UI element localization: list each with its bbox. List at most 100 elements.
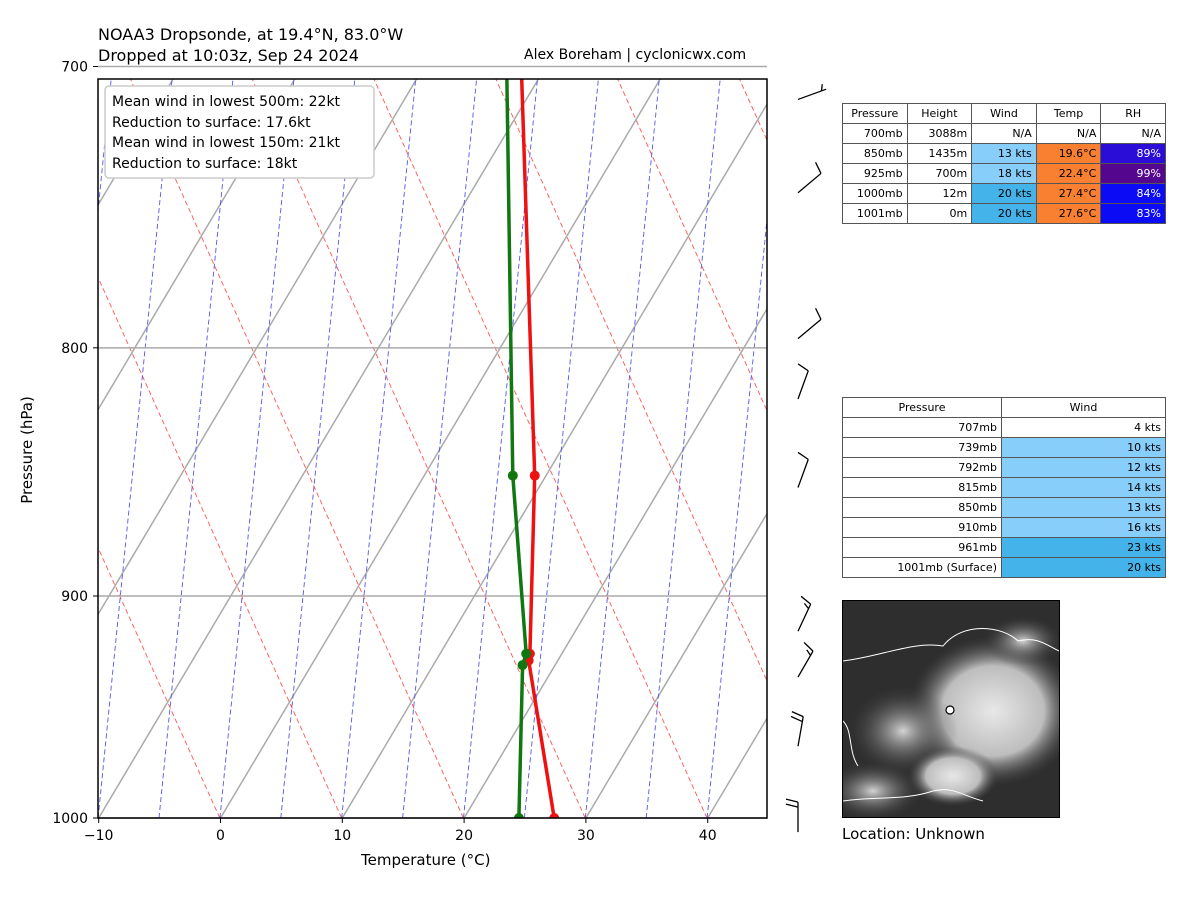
y-tick-label: 900 xyxy=(61,589,88,605)
header-wind: Wind xyxy=(971,103,1037,124)
cell-rh: 99% xyxy=(1100,163,1166,184)
wind-barb xyxy=(797,307,822,340)
wind-row: 910mb 16 kts xyxy=(842,517,1166,538)
wind-row: 739mb 10 kts xyxy=(842,437,1166,458)
dry-adiabat-line xyxy=(129,79,464,818)
cell-wind: 16 kts xyxy=(1001,517,1166,538)
y-axis-label: Pressure (hPa) xyxy=(18,396,36,504)
isotherm-line xyxy=(219,79,662,818)
cell-wind: 4 kts xyxy=(1001,417,1166,438)
header-rh: RH xyxy=(1100,103,1166,124)
mixing-ratio-line xyxy=(645,79,721,818)
cell-height: 3088m xyxy=(906,123,973,144)
cell-height: 12m xyxy=(906,183,973,204)
wind-barb xyxy=(797,451,809,488)
dewpoint-point xyxy=(517,660,528,671)
plot-frame xyxy=(97,78,768,819)
x-tick-label: 0 xyxy=(216,828,225,844)
cell-wind: 14 kts xyxy=(1001,477,1166,498)
dry-adiabat-line xyxy=(495,79,767,682)
cell-pressure: 850mb xyxy=(842,143,908,164)
cell-pressure: 1001mb (Surface) xyxy=(842,557,1002,578)
y-tick-label: 1000 xyxy=(52,811,88,827)
mixing-ratio-line xyxy=(402,79,478,818)
cell-pressure: 815mb xyxy=(842,477,1002,498)
mixing-ratio-line xyxy=(584,79,660,818)
mixing-ratio-line xyxy=(98,79,112,216)
cell-height: 700m xyxy=(906,163,973,184)
cell-pressure: 739mb xyxy=(842,437,1002,458)
cell-wind: N/A xyxy=(971,123,1037,144)
dry-adiabat-line xyxy=(98,276,343,818)
mixing-ratio-line xyxy=(706,215,767,818)
level-table: Pressure Height Wind Temp RH 700mb 3088m N… xyxy=(842,103,1166,224)
cell-wind: 20 kts xyxy=(971,203,1037,224)
cell-temp: 22.4°C xyxy=(1035,163,1102,184)
x-tick-label: −10 xyxy=(84,828,114,844)
legend-line-1: Mean wind in lowest 500m: 22kt xyxy=(112,94,341,110)
satellite-image xyxy=(842,600,1060,818)
wind-barb xyxy=(797,595,812,632)
cell-height: 1435m xyxy=(906,143,973,164)
x-tick-label: 10 xyxy=(333,828,351,844)
wind-barb xyxy=(797,84,827,101)
wind-barb xyxy=(785,798,799,833)
y-tick-label: 700 xyxy=(61,59,88,75)
cell-pressure: 1000mb xyxy=(842,183,908,204)
cell-rh: 84% xyxy=(1100,183,1166,204)
cell-pressure: 1001mb xyxy=(842,203,908,224)
legend-box: Mean wind in lowest 500m: 22kt Reduction… xyxy=(104,85,375,179)
temperature-point xyxy=(529,470,540,481)
isotherm-line xyxy=(463,307,767,818)
mixing-ratio-line xyxy=(219,79,295,818)
wind-row: 707mb 4 kts xyxy=(842,417,1166,438)
legend-line-3: Mean wind in lowest 150m: 21kt xyxy=(112,135,341,151)
level-row: 1001mb 0m 20 kts 27.6°C 83% xyxy=(842,203,1166,224)
wind-row: 850mb 13 kts xyxy=(842,497,1166,518)
mixing-ratio-line xyxy=(523,79,599,818)
cell-wind: 18 kts xyxy=(971,163,1037,184)
legend-line-4: Reduction to surface: 18kt xyxy=(112,156,298,172)
dewpoint-point xyxy=(507,470,518,481)
cell-wind: 10 kts xyxy=(1001,437,1166,458)
dry-adiabat-line xyxy=(251,79,586,818)
cell-wind: 13 kts xyxy=(971,143,1037,164)
dewpoint-point xyxy=(521,648,532,659)
wind-barb xyxy=(797,162,822,194)
cell-pressure: 700mb xyxy=(842,123,908,144)
wind-barb xyxy=(790,711,804,747)
x-axis-label: Temperature (°C) xyxy=(361,851,491,869)
mixing-ratio-line xyxy=(341,79,417,818)
cell-pressure: 961mb xyxy=(842,537,1002,558)
cell-wind: 13 kts xyxy=(1001,497,1166,518)
isotherm-line xyxy=(98,79,418,616)
header-pressure: Pressure xyxy=(842,103,908,124)
cell-wind: 12 kts xyxy=(1001,457,1166,478)
temperature-point xyxy=(549,813,560,818)
wind-table: Pressure Wind 707mb 4 kts 739mb 10 kts 792mb… xyxy=(842,397,1166,578)
mixing-ratio-line xyxy=(158,79,234,818)
drop-location-marker xyxy=(945,705,955,715)
y-tick-label: 800 xyxy=(61,341,88,357)
level-row: 850mb 1435m 13 kts 19.6°C 89% xyxy=(842,143,1166,164)
wind-barb xyxy=(797,363,809,400)
header-height: Height xyxy=(906,103,973,124)
header-wind: Wind xyxy=(1001,397,1166,418)
credit-text: Alex Boreham | cyclonicwx.com xyxy=(524,47,747,63)
dry-adiabat-line xyxy=(617,79,767,412)
wind-row: 1001mb (Surface) 20 kts xyxy=(842,557,1166,578)
level-row: 925mb 700m 18 kts 22.4°C 99% xyxy=(842,163,1166,184)
legend-line-2: Reduction to surface: 17.6kt xyxy=(112,115,311,131)
level-row: 1000mb 12m 20 kts 27.4°C 84% xyxy=(842,183,1166,204)
mixing-ratio-line xyxy=(768,79,842,818)
wind-row: 815mb 14 kts xyxy=(842,477,1166,498)
cell-rh: 83% xyxy=(1100,203,1166,224)
header-temp: Temp xyxy=(1035,103,1102,124)
isotherm-line xyxy=(98,79,540,818)
cell-pressure: 910mb xyxy=(842,517,1002,538)
cell-height: 0m xyxy=(906,203,973,224)
cell-rh: 89% xyxy=(1100,143,1166,164)
wind-row: 961mb 23 kts xyxy=(842,537,1166,558)
mixing-ratio-line xyxy=(280,79,356,818)
